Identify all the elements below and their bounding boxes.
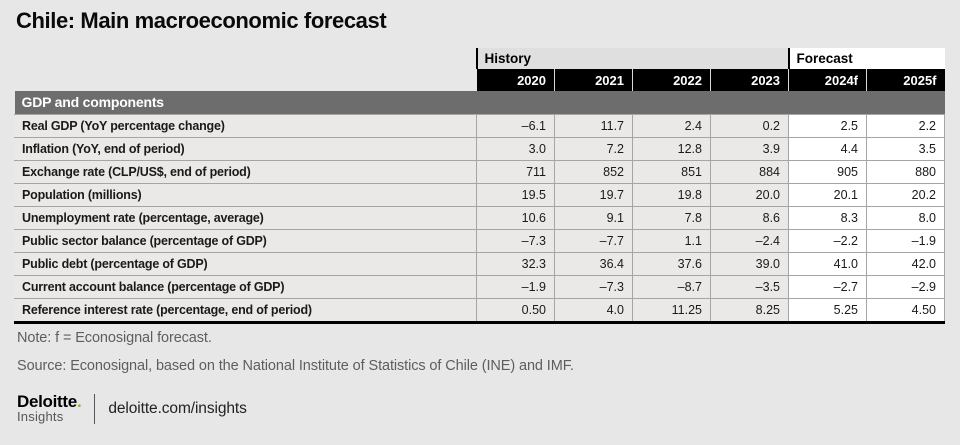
- cell-value: 711: [476, 160, 555, 184]
- cell-value: 32.3: [476, 252, 555, 276]
- cell-value: 8.0: [866, 206, 946, 230]
- cell-value: 9.1: [554, 206, 633, 230]
- table-row: Public debt (percentage of GDP) 32.3 36.…: [14, 252, 946, 276]
- footer-divider: [94, 393, 96, 424]
- cell-value: –2.2: [788, 229, 868, 253]
- col-header-2021: 2021: [554, 69, 633, 91]
- col-header-2024f: 2024f: [788, 69, 867, 91]
- history-group-header: History: [475, 48, 789, 69]
- cell-value: 4.4: [788, 137, 868, 161]
- row-label: Population (millions): [14, 183, 477, 207]
- cell-value: 7.2: [554, 137, 633, 161]
- page-title: Chile: Main macroeconomic forecast: [16, 8, 387, 33]
- cell-value: 39.0: [709, 252, 790, 276]
- cell-value: 19.7: [554, 183, 633, 207]
- cell-value: 5.25: [788, 298, 868, 324]
- cell-value: 7.8: [632, 206, 711, 230]
- cell-value: 1.1: [632, 229, 711, 253]
- cell-value: –1.9: [866, 229, 946, 253]
- row-label: Public debt (percentage of GDP): [14, 252, 477, 276]
- cell-value: 2.4: [632, 114, 711, 138]
- col-header-2020: 2020: [476, 69, 555, 91]
- cell-value: 0.50: [476, 298, 555, 324]
- cell-value: –2.9: [866, 275, 946, 299]
- deloitte-wordmark-text: Deloitte: [17, 392, 77, 411]
- table-row: Unemployment rate (percentage, average) …: [14, 206, 946, 230]
- cell-value: 3.9: [709, 137, 790, 161]
- table-row: Population (millions) 19.5 19.7 19.8 20.…: [14, 183, 946, 207]
- column-group-header-row: History Forecast: [15, 48, 945, 69]
- col-header-2025f: 2025f: [866, 69, 945, 91]
- cell-value: 852: [554, 160, 633, 184]
- cell-value: 19.5: [476, 183, 555, 207]
- table-row: Real GDP (YoY percentage change) –6.1 11…: [14, 114, 946, 138]
- cell-value: –2.7: [788, 275, 868, 299]
- insights-url-link[interactable]: deloitte.com/insights: [108, 399, 247, 417]
- insights-wordmark: Insights: [17, 409, 64, 424]
- cell-value: 20.2: [866, 183, 946, 207]
- cell-value: 12.8: [632, 137, 711, 161]
- footer: Deloitte. Insights deloitte.com/insights: [17, 393, 247, 425]
- row-label: Unemployment rate (percentage, average): [14, 206, 477, 230]
- table-row: Exchange rate (CLP/US$, end of period) 7…: [14, 160, 946, 184]
- cell-value: 880: [866, 160, 946, 184]
- table-row: Current account balance (percentage of G…: [14, 275, 946, 299]
- cell-value: 20.0: [709, 183, 790, 207]
- col-header-2023: 2023: [709, 69, 789, 91]
- deloitte-insights-logo: Deloitte. Insights: [17, 392, 82, 425]
- cell-value: 20.1: [788, 183, 868, 207]
- cell-value: 11.7: [554, 114, 633, 138]
- cell-value: –7.3: [476, 229, 555, 253]
- section-header: GDP and components: [14, 91, 945, 115]
- forecast-group-header: Forecast: [787, 48, 945, 69]
- cell-value: 36.4: [554, 252, 633, 276]
- cell-value: 2.2: [866, 114, 946, 138]
- section-header-row: GDP and components: [14, 91, 945, 115]
- source-text: Source: Econosignal, based on the Nation…: [17, 358, 574, 374]
- cell-value: –2.4: [709, 229, 790, 253]
- note-text: Note: f = Econosignal forecast.: [17, 330, 212, 346]
- deloitte-green-dot: .: [76, 392, 82, 411]
- row-label: Exchange rate (CLP/US$, end of period): [14, 160, 477, 184]
- table-row: Inflation (YoY, end of period) 3.0 7.2 1…: [14, 137, 946, 161]
- cell-value: 905: [788, 160, 868, 184]
- table-row: Public sector balance (percentage of GDP…: [14, 229, 946, 253]
- cell-value: 41.0: [788, 252, 868, 276]
- cell-value: 4.0: [554, 298, 633, 324]
- cell-value: –8.7: [632, 275, 711, 299]
- year-header-row: 2020 2021 2022 2023 2024f 2025f: [15, 69, 945, 91]
- band-spacer: [15, 48, 477, 69]
- cell-value: 884: [709, 160, 790, 184]
- deloitte-wordmark: Deloitte.: [17, 392, 82, 411]
- cell-value: –7.3: [554, 275, 633, 299]
- macro-forecast-table: History Forecast 2020 2021 2022 2023 202…: [14, 48, 946, 324]
- row-label: Public sector balance (percentage of GDP…: [14, 229, 477, 253]
- table-row: Reference interest rate (percentage, end…: [14, 298, 946, 324]
- cell-value: –6.1: [476, 114, 555, 138]
- row-label: Current account balance (percentage of G…: [14, 275, 477, 299]
- cell-value: 8.25: [709, 298, 790, 324]
- cell-value: 42.0: [866, 252, 946, 276]
- cell-value: 11.25: [632, 298, 711, 324]
- col-header-2022: 2022: [632, 69, 711, 91]
- cell-value: 8.6: [709, 206, 790, 230]
- year-spacer: [15, 69, 477, 91]
- cell-value: –3.5: [709, 275, 790, 299]
- cell-value: 10.6: [476, 206, 555, 230]
- row-label: Reference interest rate (percentage, end…: [14, 298, 477, 324]
- cell-value: –7.7: [554, 229, 633, 253]
- cell-value: 8.3: [788, 206, 868, 230]
- cell-value: 19.8: [632, 183, 711, 207]
- cell-value: 2.5: [788, 114, 868, 138]
- cell-value: 4.50: [866, 298, 946, 324]
- row-label: Inflation (YoY, end of period): [14, 137, 477, 161]
- cell-value: 37.6: [632, 252, 711, 276]
- row-label: Real GDP (YoY percentage change): [14, 114, 477, 138]
- cell-value: –1.9: [476, 275, 555, 299]
- cell-value: 0.2: [709, 114, 790, 138]
- cell-value: 851: [632, 160, 711, 184]
- cell-value: 3.0: [476, 137, 555, 161]
- cell-value: 3.5: [866, 137, 946, 161]
